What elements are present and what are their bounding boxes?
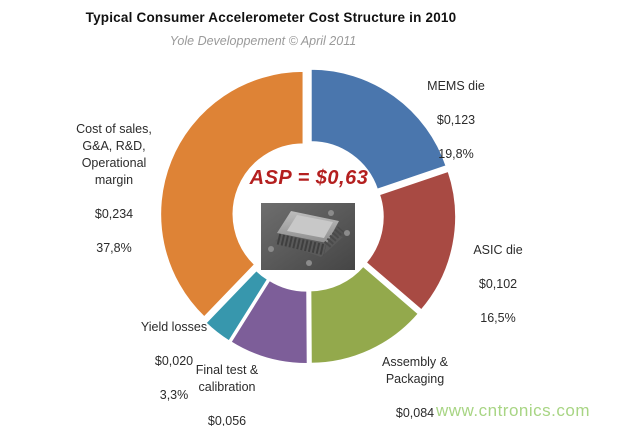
segment-value: $0,102 <box>478 277 518 291</box>
mems-chip-photo <box>261 203 355 270</box>
pie-slice-mems-die <box>310 68 448 191</box>
cntronics-watermark: www.cntronics.com <box>436 401 590 420</box>
pie-slice-asic-die <box>364 170 457 312</box>
pie-slice-cost-of-sales-ga-rd-margin <box>159 70 305 319</box>
segment-label-mems-die: MEMS die $0,123 19,8% <box>396 61 516 180</box>
segment-name: ASIC die <box>473 243 523 257</box>
pie-slice-final-test-calibration <box>229 279 309 365</box>
segment-name: Final test & calibration <box>195 363 259 394</box>
segment-label-yield-losses: Yield losses $0,020 3,3% <box>114 302 234 421</box>
segment-name: MEMS die <box>427 79 485 93</box>
segment-percent: 3,3% <box>159 388 189 402</box>
segment-label-cost-of-sales: Cost of sales, G&A, R&D, Operational mar… <box>54 104 174 274</box>
segment-value: $0,084 <box>395 406 435 420</box>
segment-value: $0,020 <box>154 354 194 368</box>
segment-label-final-test-calibration: Final test & calibration $0,056 9,0% <box>167 345 287 426</box>
pie-slice-assembly-packaging <box>309 265 420 365</box>
segment-label-assembly-packaging: Assembly & Packaging $0,084 13,6% <box>355 337 475 426</box>
chart-title: Typical Consumer Accelerometer Cost Stru… <box>85 10 457 25</box>
chart-subtitle: Yole Developpement © April 2011 <box>169 34 357 48</box>
chip-photo-drawing <box>261 203 355 270</box>
segment-percent: 19,8% <box>438 147 474 161</box>
segment-value: $0,123 <box>436 113 476 127</box>
segment-name: Cost of sales, G&A, R&D, Operational mar… <box>76 122 152 187</box>
segment-percent: 16,5% <box>480 311 516 325</box>
segment-name: Yield losses <box>140 320 208 334</box>
segment-label-asic-die: ASIC die $0,102 16,5% <box>438 225 558 344</box>
asp-center-label: ASP = $0,63 <box>249 167 369 189</box>
segment-value: $0,056 <box>207 414 247 426</box>
segment-name: Assembly & Packaging <box>382 355 448 386</box>
segment-percent: 37,8% <box>96 241 132 255</box>
pie-slice-yield-losses <box>204 269 269 343</box>
segment-value: $0,234 <box>94 207 134 221</box>
